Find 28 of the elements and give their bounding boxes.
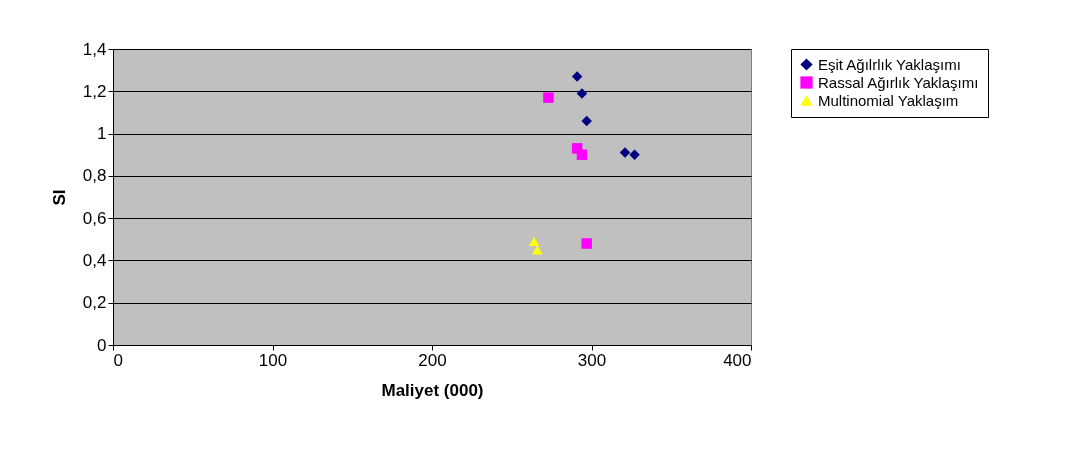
legend-label: Multinomial Yaklaşım (818, 91, 959, 109)
y-tick-label: 0 (97, 335, 107, 355)
point (532, 245, 543, 255)
y-tick-label: 1,2 (82, 81, 107, 101)
point (571, 71, 583, 82)
point (576, 88, 588, 99)
point (619, 147, 631, 158)
point (629, 149, 640, 160)
legend-label: Eşit Ağılrlık Yaklaşımı (818, 55, 961, 73)
y-tick-label: 0,6 (82, 208, 107, 228)
y-tick-label: 1,4 (82, 39, 107, 59)
point (543, 92, 554, 103)
x-tick-label: 100 (258, 350, 288, 370)
y-tick-label: 0,4 (82, 250, 107, 270)
x-tick-label: 300 (577, 350, 607, 370)
x-tick-label: 0 (113, 350, 123, 370)
x-tick-label: 200 (418, 350, 447, 370)
y-tick-label: 1 (97, 124, 107, 144)
x-axis-title: Maliyet (000) (381, 380, 484, 400)
y-axis-title: SI (49, 189, 69, 206)
point (581, 238, 592, 249)
point (528, 236, 540, 246)
legend-label: Rassal Ağırlık Yaklaşımı (818, 73, 979, 91)
point (581, 115, 592, 127)
y-tick-label: 0,8 (82, 166, 107, 186)
x-tick-label: 400 (723, 350, 752, 370)
point (576, 149, 588, 160)
y-tick-label: 0,2 (82, 293, 107, 313)
